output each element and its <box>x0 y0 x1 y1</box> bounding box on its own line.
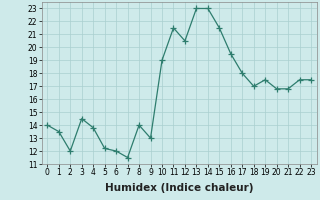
X-axis label: Humidex (Indice chaleur): Humidex (Indice chaleur) <box>105 183 253 193</box>
